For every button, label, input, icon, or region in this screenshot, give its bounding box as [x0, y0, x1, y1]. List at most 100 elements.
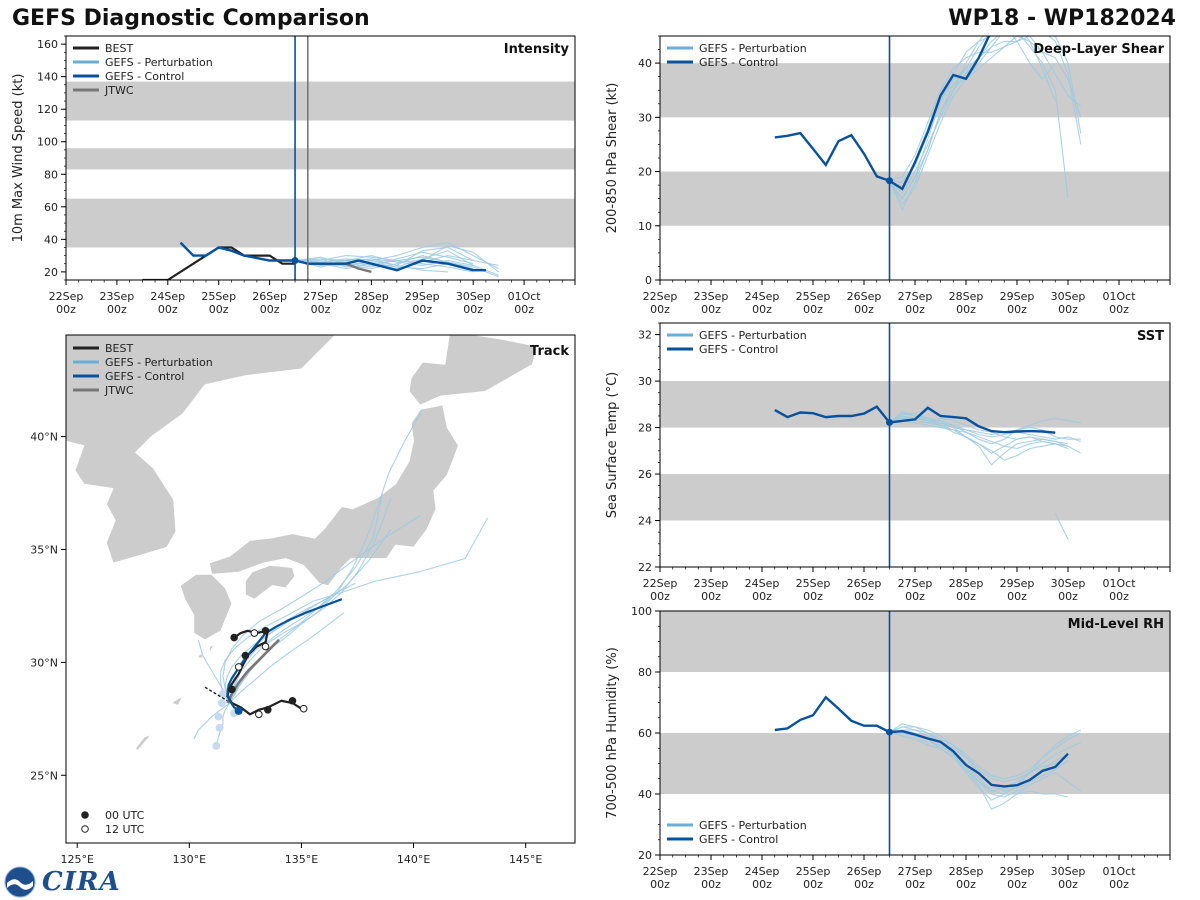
rh-x-tick-hour: 00z: [752, 878, 772, 891]
track-perturbation-marker: [215, 723, 224, 732]
intensity-y-tick-label: 40: [44, 233, 58, 246]
rh-x-tick-date: 25Sep: [796, 865, 831, 878]
shear-perturbation-line: [889, 36, 1082, 182]
shear-y-tick-label: 40: [638, 57, 652, 70]
intensity-panel: 20 40 60 80 100 120 140 160 10m Max Wind Speed (…: [11, 35, 576, 316]
rh-x-tick-date: 01Oct: [1102, 865, 1136, 878]
shear-init-marker: [886, 177, 893, 185]
rh-band: [660, 733, 1170, 794]
sst-y-tick-label: 32: [638, 329, 652, 342]
track-perturbation-line: [222, 515, 421, 704]
sst-init-marker: [886, 418, 893, 426]
track-marker-00utc: [288, 696, 297, 705]
track-panel-title: Track: [530, 344, 569, 359]
intensity-band: [66, 148, 575, 170]
shear-x-tick-date: 28Sep: [949, 290, 984, 303]
rh-y-axis-label: 700-500 hPa Humidity (%): [605, 647, 620, 819]
shear-y-tick-label: 10: [638, 220, 652, 233]
rh-perturbation-line: [889, 726, 1082, 783]
sst-y-tick-label: 30: [638, 375, 652, 388]
intensity-panel-title: Intensity: [504, 42, 570, 57]
rh-x-tick-hour: 00z: [803, 878, 823, 891]
shear-x-tick-date: 27Sep: [898, 290, 933, 303]
rh-legend-label: GEFS - Perturbation: [699, 819, 807, 832]
sst-x-tick-hour: 00z: [803, 590, 823, 603]
sst-perturbation-line: [1054, 513, 1069, 540]
rh-x-tick-hour: 00z: [854, 878, 874, 891]
track-control-line: [226, 598, 343, 711]
track-legend-label: JTWC: [104, 384, 134, 397]
track-marker-legend-swatch: [81, 811, 89, 819]
intensity-y-tick-label: 60: [44, 201, 58, 214]
track-marker-legend-label: 00 UTC: [105, 809, 145, 822]
intensity-init-marker: [291, 256, 299, 264]
intensity-x-tick-hour: 00z: [362, 303, 382, 316]
rh-plot-area: [660, 611, 1170, 811]
sst-x-tick-date: 27Sep: [898, 577, 933, 590]
intensity-plot-area: [66, 81, 575, 280]
rh-x-tick-date: 27Sep: [898, 865, 933, 878]
track-marker-00utc: [241, 651, 250, 660]
shear-x-tick-date: 24Sep: [745, 290, 780, 303]
sst-perturbation-line: [889, 417, 1081, 436]
sst-x-tick-hour: 00z: [1109, 590, 1129, 603]
sst-y-tick-label: 22: [638, 561, 652, 574]
sst-perturbation-line: [889, 410, 1069, 466]
track-perturbation-marker: [212, 741, 221, 750]
shear-x-tick-hour: 00z: [956, 303, 976, 316]
land-okinawa: [134, 733, 153, 751]
track-perturbation-line: [229, 492, 383, 704]
sst-x-tick-date: 24Sep: [745, 577, 780, 590]
shear-band: [660, 63, 1170, 118]
intensity-y-tick-label: 160: [37, 38, 58, 51]
rh-y-tick-label: 60: [638, 727, 652, 740]
sst-perturbation-line: [889, 415, 1056, 461]
track-perturbation-line: [224, 596, 331, 704]
sst-x-tick-date: 22Sep: [643, 577, 678, 590]
shear-band: [660, 171, 1170, 226]
intensity-x-tick-date: 26Sep: [252, 290, 287, 303]
intensity-x-tick-hour: 00z: [209, 303, 229, 316]
intensity-legend-label: BEST: [105, 42, 133, 55]
rh-control-line: [774, 695, 1069, 788]
rh-x-tick-hour: 00z: [1007, 878, 1027, 891]
intensity-y-tick-label: 140: [37, 71, 58, 84]
intensity-x-tick-hour: 00z: [158, 303, 178, 316]
track-legend-label: GEFS - Control: [105, 370, 184, 383]
sst-panel-title: SST: [1137, 329, 1164, 344]
sst-x-tick-hour: 00z: [752, 590, 772, 603]
shear-legend-label: GEFS - Control: [699, 56, 778, 69]
rh-x-tick-hour: 00z: [1109, 878, 1129, 891]
intensity-perturbation-line: [295, 259, 448, 270]
shear-x-tick-hour: 00z: [905, 303, 925, 316]
sst-x-tick-hour: 00z: [701, 590, 721, 603]
shear-x-tick-hour: 00z: [1058, 303, 1078, 316]
land-shikoku: [244, 564, 296, 600]
intensity-perturbation-line: [294, 258, 448, 273]
rh-x-tick-hour: 00z: [956, 878, 976, 891]
track-perturbation-marker: [214, 712, 223, 721]
track-lon-label: 145°E: [509, 853, 542, 866]
figure-title: GEFS Diagnostic Comparison: [12, 6, 370, 31]
track-marker-12utc: [234, 663, 243, 671]
intensity-x-tick-hour: 00z: [463, 303, 483, 316]
sst-legend-label: GEFS - Perturbation: [699, 329, 807, 342]
storm-id-title: WP18 - WP182024: [948, 6, 1176, 31]
track-perturbation-line: [220, 517, 489, 704]
shear-panel-title: Deep-Layer Shear: [1033, 42, 1164, 57]
track-lon-label: 140°E: [397, 853, 430, 866]
intensity-x-tick-date: 24Sep: [150, 290, 185, 303]
sst-x-tick-hour: 00z: [956, 590, 976, 603]
shear-x-tick-date: 01Oct: [1102, 290, 1136, 303]
shear-x-tick-hour: 00z: [1109, 303, 1129, 316]
intensity-legend-label: GEFS - Perturbation: [105, 56, 213, 69]
sst-x-tick-date: 25Sep: [796, 577, 831, 590]
land-hokkaido: [408, 335, 538, 406]
shear-x-tick-date: 22Sep: [643, 290, 678, 303]
track-lon-label: 130°E: [173, 853, 206, 866]
intensity-x-tick-date: 25Sep: [201, 290, 236, 303]
track-lat-label: 35°N: [30, 543, 58, 556]
shear-control-line: [774, 36, 991, 191]
